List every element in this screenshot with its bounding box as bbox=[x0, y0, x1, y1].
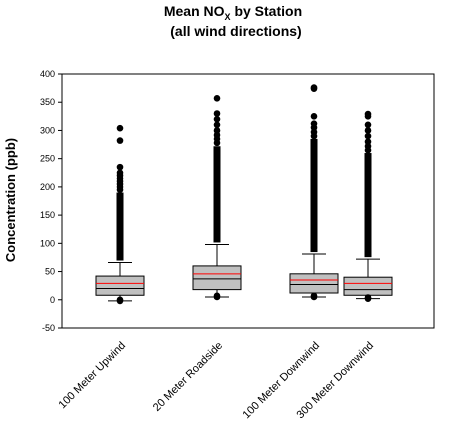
outlier-point bbox=[213, 131, 221, 139]
chart-title: Mean NOX by Station bbox=[164, 3, 302, 22]
y-tick-label: -50 bbox=[42, 323, 55, 333]
outlier-point bbox=[310, 113, 318, 120]
box-iqr bbox=[289, 273, 339, 294]
y-tick-label: 250 bbox=[40, 154, 55, 164]
outlier-point bbox=[364, 294, 372, 301]
outlier-point bbox=[310, 128, 318, 136]
outlier-point bbox=[116, 163, 124, 171]
y-axis: -50 0 50 100 150 200 250 300 350 400 bbox=[40, 69, 62, 333]
y-tick-label: 100 bbox=[40, 238, 55, 248]
outlier-band bbox=[310, 138, 318, 253]
outlier-point bbox=[213, 292, 221, 300]
y-tick-label: 200 bbox=[40, 182, 55, 192]
outlier-point bbox=[310, 292, 318, 300]
outlier-band bbox=[213, 146, 221, 243]
outlier-point bbox=[116, 169, 124, 177]
box-group bbox=[289, 84, 339, 301]
x-category-label: 100 Meter Upwind bbox=[57, 340, 129, 412]
outlier-point bbox=[310, 84, 318, 91]
outlier-point bbox=[364, 142, 372, 150]
y-tick-label: 350 bbox=[40, 97, 55, 107]
y-tick-label: 300 bbox=[40, 125, 55, 135]
outlier-band bbox=[116, 192, 124, 261]
outlier-point bbox=[116, 137, 124, 144]
outlier-point bbox=[213, 110, 221, 117]
y-tick-label: 150 bbox=[40, 210, 55, 220]
y-tick-label: 50 bbox=[45, 267, 55, 277]
y-axis-label: Concentration (ppb) bbox=[3, 138, 18, 262]
outlier-point bbox=[364, 127, 372, 134]
box-iqr bbox=[95, 275, 145, 296]
box-group bbox=[192, 94, 242, 301]
outlier-point bbox=[213, 115, 221, 123]
box-group bbox=[95, 124, 145, 305]
outlier-point bbox=[116, 296, 124, 304]
y-tick-label: 400 bbox=[40, 69, 55, 79]
outlier-point bbox=[364, 132, 372, 140]
outlier-point bbox=[364, 138, 372, 146]
box-group bbox=[343, 110, 393, 302]
x-axis: 100 Meter Upwind 20 Meter Roadside 100 Met… bbox=[57, 340, 377, 422]
chart-subtitle: (all wind directions) bbox=[170, 23, 301, 39]
box-iqr bbox=[343, 276, 393, 296]
y-tick-label: 0 bbox=[50, 295, 55, 305]
box-iqr bbox=[192, 265, 242, 291]
outlier-point bbox=[364, 121, 372, 129]
outlier-point bbox=[213, 127, 221, 134]
outlier-band bbox=[364, 153, 372, 258]
outlier-point bbox=[213, 94, 221, 102]
plot-frame bbox=[61, 73, 435, 329]
outlier-point bbox=[364, 110, 372, 118]
plot-area bbox=[95, 84, 393, 305]
outlier-point bbox=[116, 124, 124, 132]
outlier-point bbox=[310, 120, 318, 127]
x-category-label: 20 Meter Roadside bbox=[151, 340, 225, 414]
outlier-point bbox=[213, 121, 221, 129]
